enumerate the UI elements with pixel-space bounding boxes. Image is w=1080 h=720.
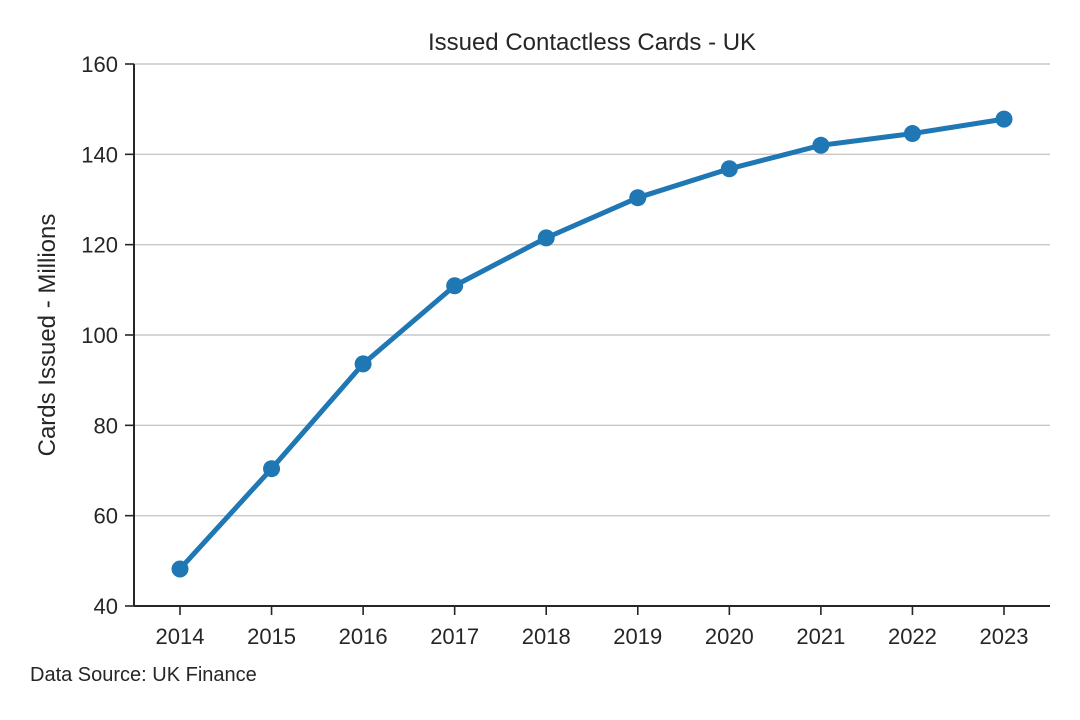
x-axis-ticks: 2014 2015 2016 2017 2018 2019 2020 2021 2022 2023: [156, 606, 1029, 649]
x-tick-label: 2016: [339, 624, 388, 649]
data-point: [812, 136, 830, 154]
gridlines: [134, 63, 1050, 517]
y-tick-label: 160: [81, 52, 118, 77]
data-source-note: Data Source: UK Finance: [30, 664, 257, 686]
data-point: [629, 189, 647, 207]
data-point: [354, 355, 372, 373]
data-point: [263, 460, 281, 478]
y-axis-label: Cards Issued - Millions: [34, 214, 61, 457]
series-line: [177, 116, 1007, 572]
y-tick-label: 120: [81, 233, 118, 258]
y-tick-label: 80: [94, 413, 118, 438]
data-point: [446, 277, 464, 295]
data-point: [995, 110, 1013, 128]
y-tick-label: 60: [94, 504, 118, 529]
data-point: [903, 125, 921, 143]
data-point: [171, 560, 189, 578]
y-tick-label: 100: [81, 323, 118, 348]
x-tick-label: 2022: [888, 624, 937, 649]
data-point: [720, 160, 738, 178]
x-tick-label: 2014: [156, 624, 205, 649]
series-layer: [171, 110, 1013, 578]
x-tick-label: 2023: [980, 624, 1029, 649]
x-tick-label: 2021: [796, 624, 845, 649]
x-tick-label: 2017: [430, 624, 479, 649]
y-tick-label: 40: [94, 594, 118, 619]
x-tick-label: 2015: [247, 624, 296, 649]
x-tick-label: 2020: [705, 624, 754, 649]
x-tick-label: 2019: [613, 624, 662, 649]
x-tick-label: 2018: [522, 624, 571, 649]
y-axis-ticks: 40 60 80 100 120 140 160: [81, 52, 134, 619]
y-tick-label: 140: [81, 142, 118, 167]
chart-title: Issued Contactless Cards - UK: [428, 29, 756, 56]
data-point: [537, 229, 555, 247]
